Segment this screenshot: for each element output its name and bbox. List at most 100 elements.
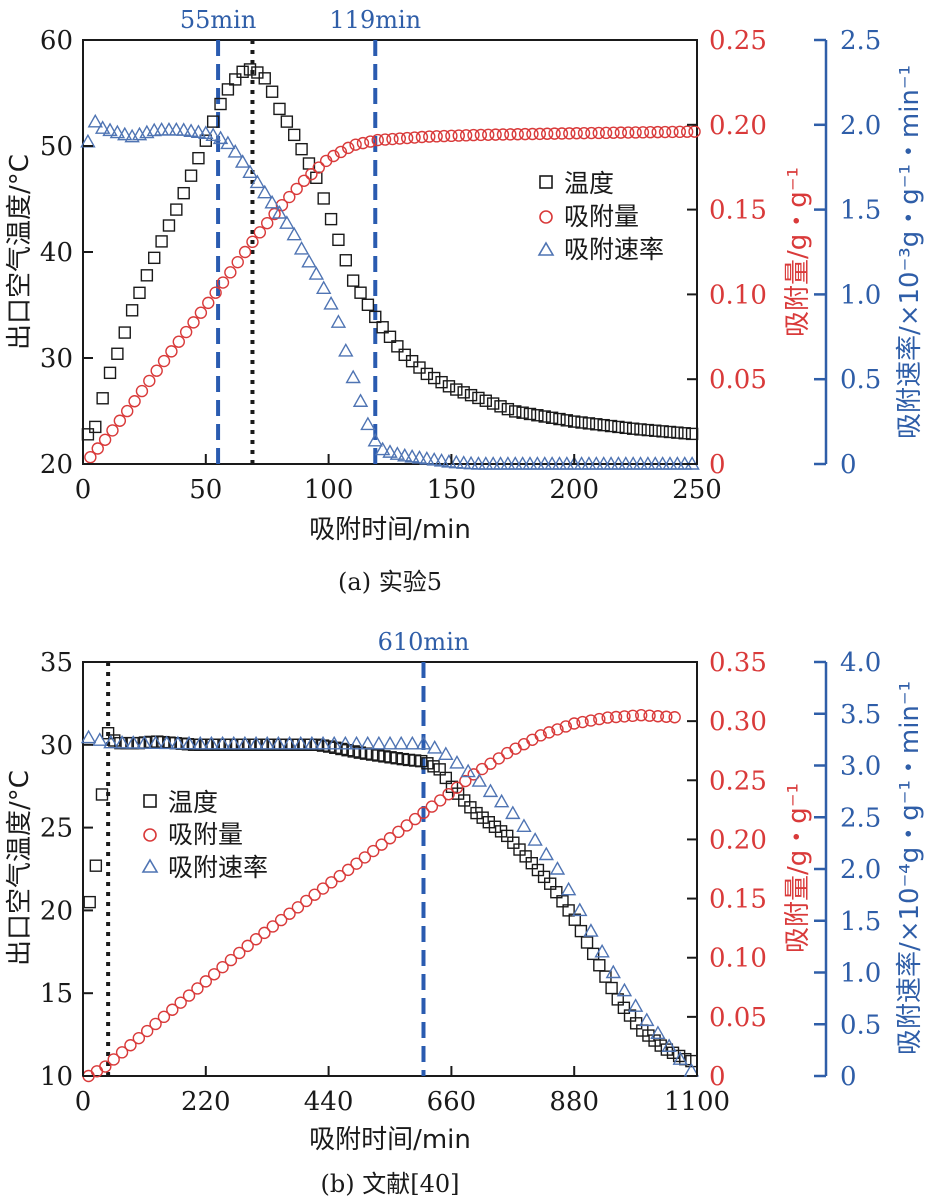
adsorption-point xyxy=(459,774,472,788)
rate-point xyxy=(338,343,354,357)
temperature-point xyxy=(383,330,397,343)
rate-point xyxy=(415,735,432,750)
adsorption-point xyxy=(417,806,430,820)
legend-item-rate-b: 吸附速率 xyxy=(141,853,268,882)
rate-point xyxy=(618,456,634,470)
temperature-point xyxy=(626,422,640,435)
adsorption-point xyxy=(651,125,664,139)
adsorption-point xyxy=(467,128,480,142)
adsorption-point xyxy=(128,395,141,408)
adsorption-point xyxy=(666,125,679,139)
temperature-point xyxy=(346,274,360,287)
adsorption-point xyxy=(540,127,554,140)
rate-point xyxy=(337,735,354,750)
adsorption-point xyxy=(283,190,296,204)
temperature-point xyxy=(597,418,610,432)
temperature-point xyxy=(634,423,647,436)
legend-item-rate-a: 吸附速率 xyxy=(537,235,664,264)
right1-tick-label: 0.35 xyxy=(709,648,767,678)
rate-point xyxy=(485,456,501,470)
right2-tick-label: 0.5 xyxy=(840,1010,881,1040)
temperature-point xyxy=(96,392,109,405)
rate-point xyxy=(103,734,119,749)
adsorption-point xyxy=(434,794,447,807)
adsorption-point xyxy=(559,720,573,733)
temperature-point xyxy=(339,254,352,267)
right1-tick-label: 0 xyxy=(709,450,726,480)
left-tick-label: 30 xyxy=(40,344,73,374)
rate-point xyxy=(242,164,258,178)
temperature-point xyxy=(428,371,441,385)
adsorption-point xyxy=(124,1039,137,1052)
rate-point xyxy=(610,456,627,470)
right1-axis-title-b: 吸附量/g・g⁻¹ xyxy=(783,783,813,953)
right1-tick-label: 0.15 xyxy=(709,196,767,226)
right1-tick-label: 0.20 xyxy=(709,825,767,855)
x-tick-label: 250 xyxy=(672,475,722,505)
adsorption-point xyxy=(450,781,464,794)
adsorption-point xyxy=(258,926,271,940)
legend-item-adsorption-a: 吸附量 xyxy=(539,202,639,231)
rate-point xyxy=(367,432,383,447)
adsorption-point xyxy=(172,335,185,348)
temperature-point xyxy=(221,83,235,96)
rate-point xyxy=(248,735,264,750)
adsorption-point xyxy=(202,296,215,310)
rate-point xyxy=(603,456,619,470)
rate-point xyxy=(308,266,325,280)
temperature-point xyxy=(295,142,308,156)
adsorption-point xyxy=(341,863,355,877)
x-tick-label: 200 xyxy=(549,475,599,505)
temperature-point xyxy=(177,186,190,200)
adsorption-point xyxy=(393,132,407,145)
rate-point xyxy=(426,452,442,466)
rate-point xyxy=(500,456,516,470)
adsorption-point xyxy=(358,851,372,864)
series-square-b xyxy=(83,727,698,1068)
rate-point xyxy=(271,205,288,219)
adsorption-point xyxy=(437,129,451,143)
legend-item-temperature-b: 温度 xyxy=(143,788,218,817)
rate-point xyxy=(92,732,108,746)
adsorption-point xyxy=(383,832,397,845)
legend-label-adsorption-a: 吸附量 xyxy=(564,202,639,231)
right2-axis-title-a: 吸附速率/×10⁻³g・g⁻¹・min⁻¹ xyxy=(895,65,925,439)
adsorption-point xyxy=(509,742,522,755)
left-tick-label: 20 xyxy=(40,896,73,926)
rate-point xyxy=(286,226,302,241)
rate-point xyxy=(661,1038,677,1052)
adsorption-point xyxy=(660,710,673,723)
adsorption-point xyxy=(191,982,204,995)
rate-point xyxy=(315,280,332,294)
rate-point xyxy=(411,449,428,464)
rate-point xyxy=(205,127,221,142)
temperature-point xyxy=(593,959,606,972)
right2-tick-label: 1.5 xyxy=(840,907,881,937)
temperature-point xyxy=(103,366,117,380)
adsorption-point xyxy=(452,129,465,142)
adsorption-point xyxy=(224,953,238,967)
rate-point xyxy=(551,456,568,470)
rate-point xyxy=(345,369,361,384)
adsorption-point xyxy=(629,126,642,139)
rate-point xyxy=(192,735,208,750)
temperature-point xyxy=(125,304,139,317)
adsorption-point xyxy=(475,762,489,776)
adsorption-point xyxy=(622,126,635,139)
rate-point xyxy=(507,456,523,470)
right2-tick-label: 3.0 xyxy=(840,752,881,782)
right2-tick-label: 0.5 xyxy=(840,365,881,395)
adsorption-point xyxy=(98,433,112,446)
adsorption-point xyxy=(327,149,340,163)
right2-tick-label: 4.0 xyxy=(840,648,881,678)
adsorption-point xyxy=(474,128,488,142)
temperature-point xyxy=(258,72,271,85)
rate-point xyxy=(292,735,309,750)
adsorption-point xyxy=(297,174,311,187)
temperature-point xyxy=(531,409,544,422)
temperature-point xyxy=(501,402,515,416)
adsorption-point xyxy=(132,1031,146,1045)
rate-point xyxy=(514,456,531,470)
rate-point xyxy=(529,456,546,470)
adsorption-point xyxy=(157,1010,171,1024)
